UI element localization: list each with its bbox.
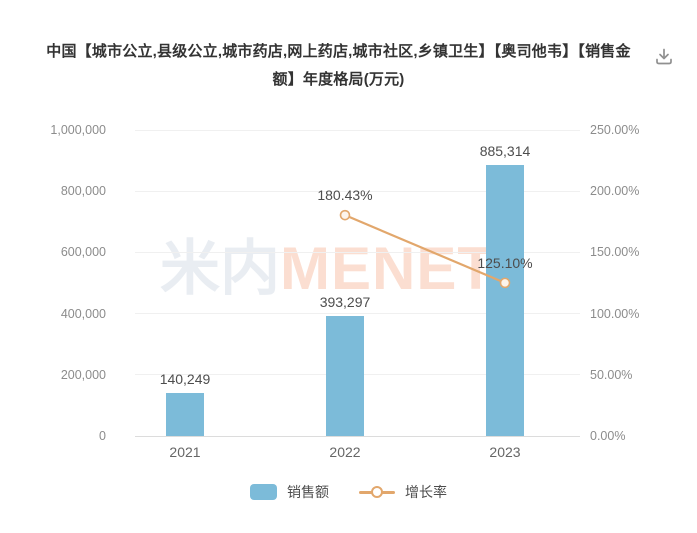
legend: 销售额 增长率 — [0, 482, 697, 502]
y-axis-left-tick: 600,000 — [60, 245, 106, 260]
y-axis-left-tick: 400,000 — [60, 306, 106, 321]
legend-bar-swatch-icon — [250, 484, 277, 500]
growth-label-2023: 125.10% — [477, 254, 533, 271]
y-axis-right-tick: 0.00% — [590, 429, 626, 443]
legend-item-sales[interactable]: 销售额 — [250, 482, 329, 502]
y-axis-right-tick: 50.00% — [590, 367, 633, 382]
y-axis-right-tick: 250.00% — [590, 123, 640, 137]
y-axis-left-tick: 1,000,000 — [50, 123, 106, 137]
bar-value-label-2023: 885,314 — [479, 143, 531, 159]
x-axis-label-2022: 2022 — [329, 444, 361, 460]
legend-line-marker-icon — [359, 484, 395, 500]
bar-2023[interactable] — [486, 165, 524, 436]
legend-label: 销售额 — [287, 484, 329, 500]
y-axis-right-tick: 200.00% — [590, 184, 640, 199]
gridline — [135, 190, 580, 192]
gridline — [135, 313, 580, 315]
bar-value-label-2022: 393,297 — [319, 294, 371, 310]
gridline — [135, 129, 580, 131]
y-axis-left-tick: 800,000 — [60, 184, 106, 199]
x-axis-label-2023: 2023 — [489, 444, 521, 460]
bar-2022[interactable] — [326, 316, 364, 436]
watermark-part1: 米内 — [160, 235, 280, 302]
bar-2021[interactable] — [166, 393, 204, 436]
chart-title: 中国【城市公立,县级公立,城市药店,网上药店,城市社区,乡镇卫生】【奥司他韦】【… — [46, 43, 631, 88]
y-axis-left-tick: 200,000 — [60, 367, 106, 382]
legend-label: 增长率 — [405, 484, 447, 500]
x-axis-line — [135, 435, 580, 437]
y-axis-right-tick: 100.00% — [590, 306, 640, 321]
download-icon[interactable] — [654, 47, 674, 67]
legend-item-growth[interactable]: 增长率 — [359, 482, 447, 502]
y-axis-right-tick: 150.00% — [590, 245, 640, 260]
bar-value-label-2021: 140,249 — [159, 371, 211, 387]
x-axis-label-2021: 2021 — [169, 444, 201, 460]
y-axis-left-tick: 0 — [99, 429, 106, 443]
growth-label-2022: 180.43% — [317, 187, 373, 204]
